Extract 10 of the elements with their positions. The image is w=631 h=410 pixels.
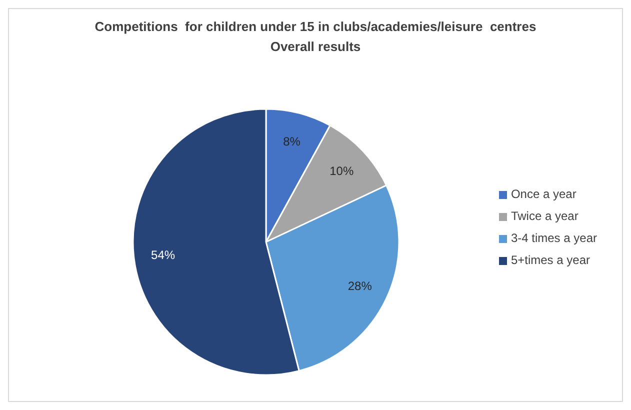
legend-label: Twice a year <box>510 209 578 223</box>
data-label: 10% <box>330 164 354 178</box>
data-label: 8% <box>283 134 301 149</box>
legend-label: Once a year <box>510 187 576 201</box>
chart-subtitle: Overall results <box>269 38 362 56</box>
data-label: 28% <box>348 279 372 294</box>
chart-title: Competitions for children under 15 in clubs/academies/leisure centres <box>94 18 538 36</box>
legend-label: 5+times a year <box>510 253 590 267</box>
legend-label: 3-4 times a year <box>510 231 597 245</box>
data-label: 54% <box>151 248 176 262</box>
